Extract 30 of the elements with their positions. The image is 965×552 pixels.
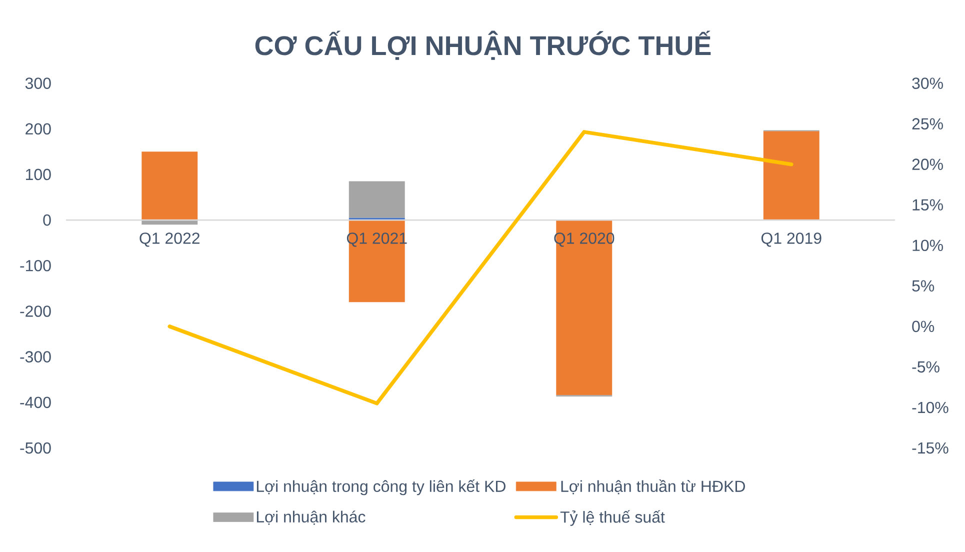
y2-tick-label: 15% bbox=[912, 199, 943, 210]
bar bbox=[142, 152, 198, 220]
y-tick-label: 300 bbox=[25, 78, 51, 89]
x-tick-label: Q1 2022 bbox=[140, 232, 200, 247]
y-tick-label: -300 bbox=[20, 351, 51, 362]
y2-tick-label: 5% bbox=[912, 280, 934, 292]
y2-tick-label: 20% bbox=[912, 158, 943, 170]
y-tick-label: -100 bbox=[20, 260, 51, 272]
bar bbox=[763, 131, 820, 220]
legend-label: Lợi nhuận thuần từ HĐKD bbox=[561, 480, 745, 494]
y-tick-label: -200 bbox=[20, 306, 51, 317]
bar bbox=[348, 181, 405, 218]
y2-tick-label: -10% bbox=[912, 402, 948, 414]
chart-title: CƠ CẤU LỢI NHUẬN TRƯỚC THUẾ bbox=[255, 30, 711, 60]
y2-tick-label: -15% bbox=[912, 442, 948, 454]
y2-tick-label: -5% bbox=[912, 361, 940, 373]
x-tick-label: Q1 2019 bbox=[761, 232, 822, 247]
y-tick-label: -400 bbox=[20, 396, 51, 408]
y-tick-label: 0 bbox=[43, 214, 51, 226]
y-tick-label: 100 bbox=[26, 168, 51, 180]
y-tick-label: 200 bbox=[26, 123, 51, 135]
y2-tick-label: 0% bbox=[912, 320, 934, 332]
y-tick-label: -500 bbox=[20, 442, 51, 454]
legend-label: Lợi nhuận trong công ty liên kết KD bbox=[256, 480, 506, 496]
legend-label: Lợi nhuận khác bbox=[256, 510, 366, 525]
bar bbox=[556, 220, 612, 396]
y2-tick-label: 10% bbox=[912, 240, 943, 252]
legend-label: Tỷ lệ thuế suất bbox=[560, 510, 665, 526]
y2-tick-label: 30% bbox=[912, 78, 943, 89]
y2-tick-label: 25% bbox=[912, 118, 943, 130]
